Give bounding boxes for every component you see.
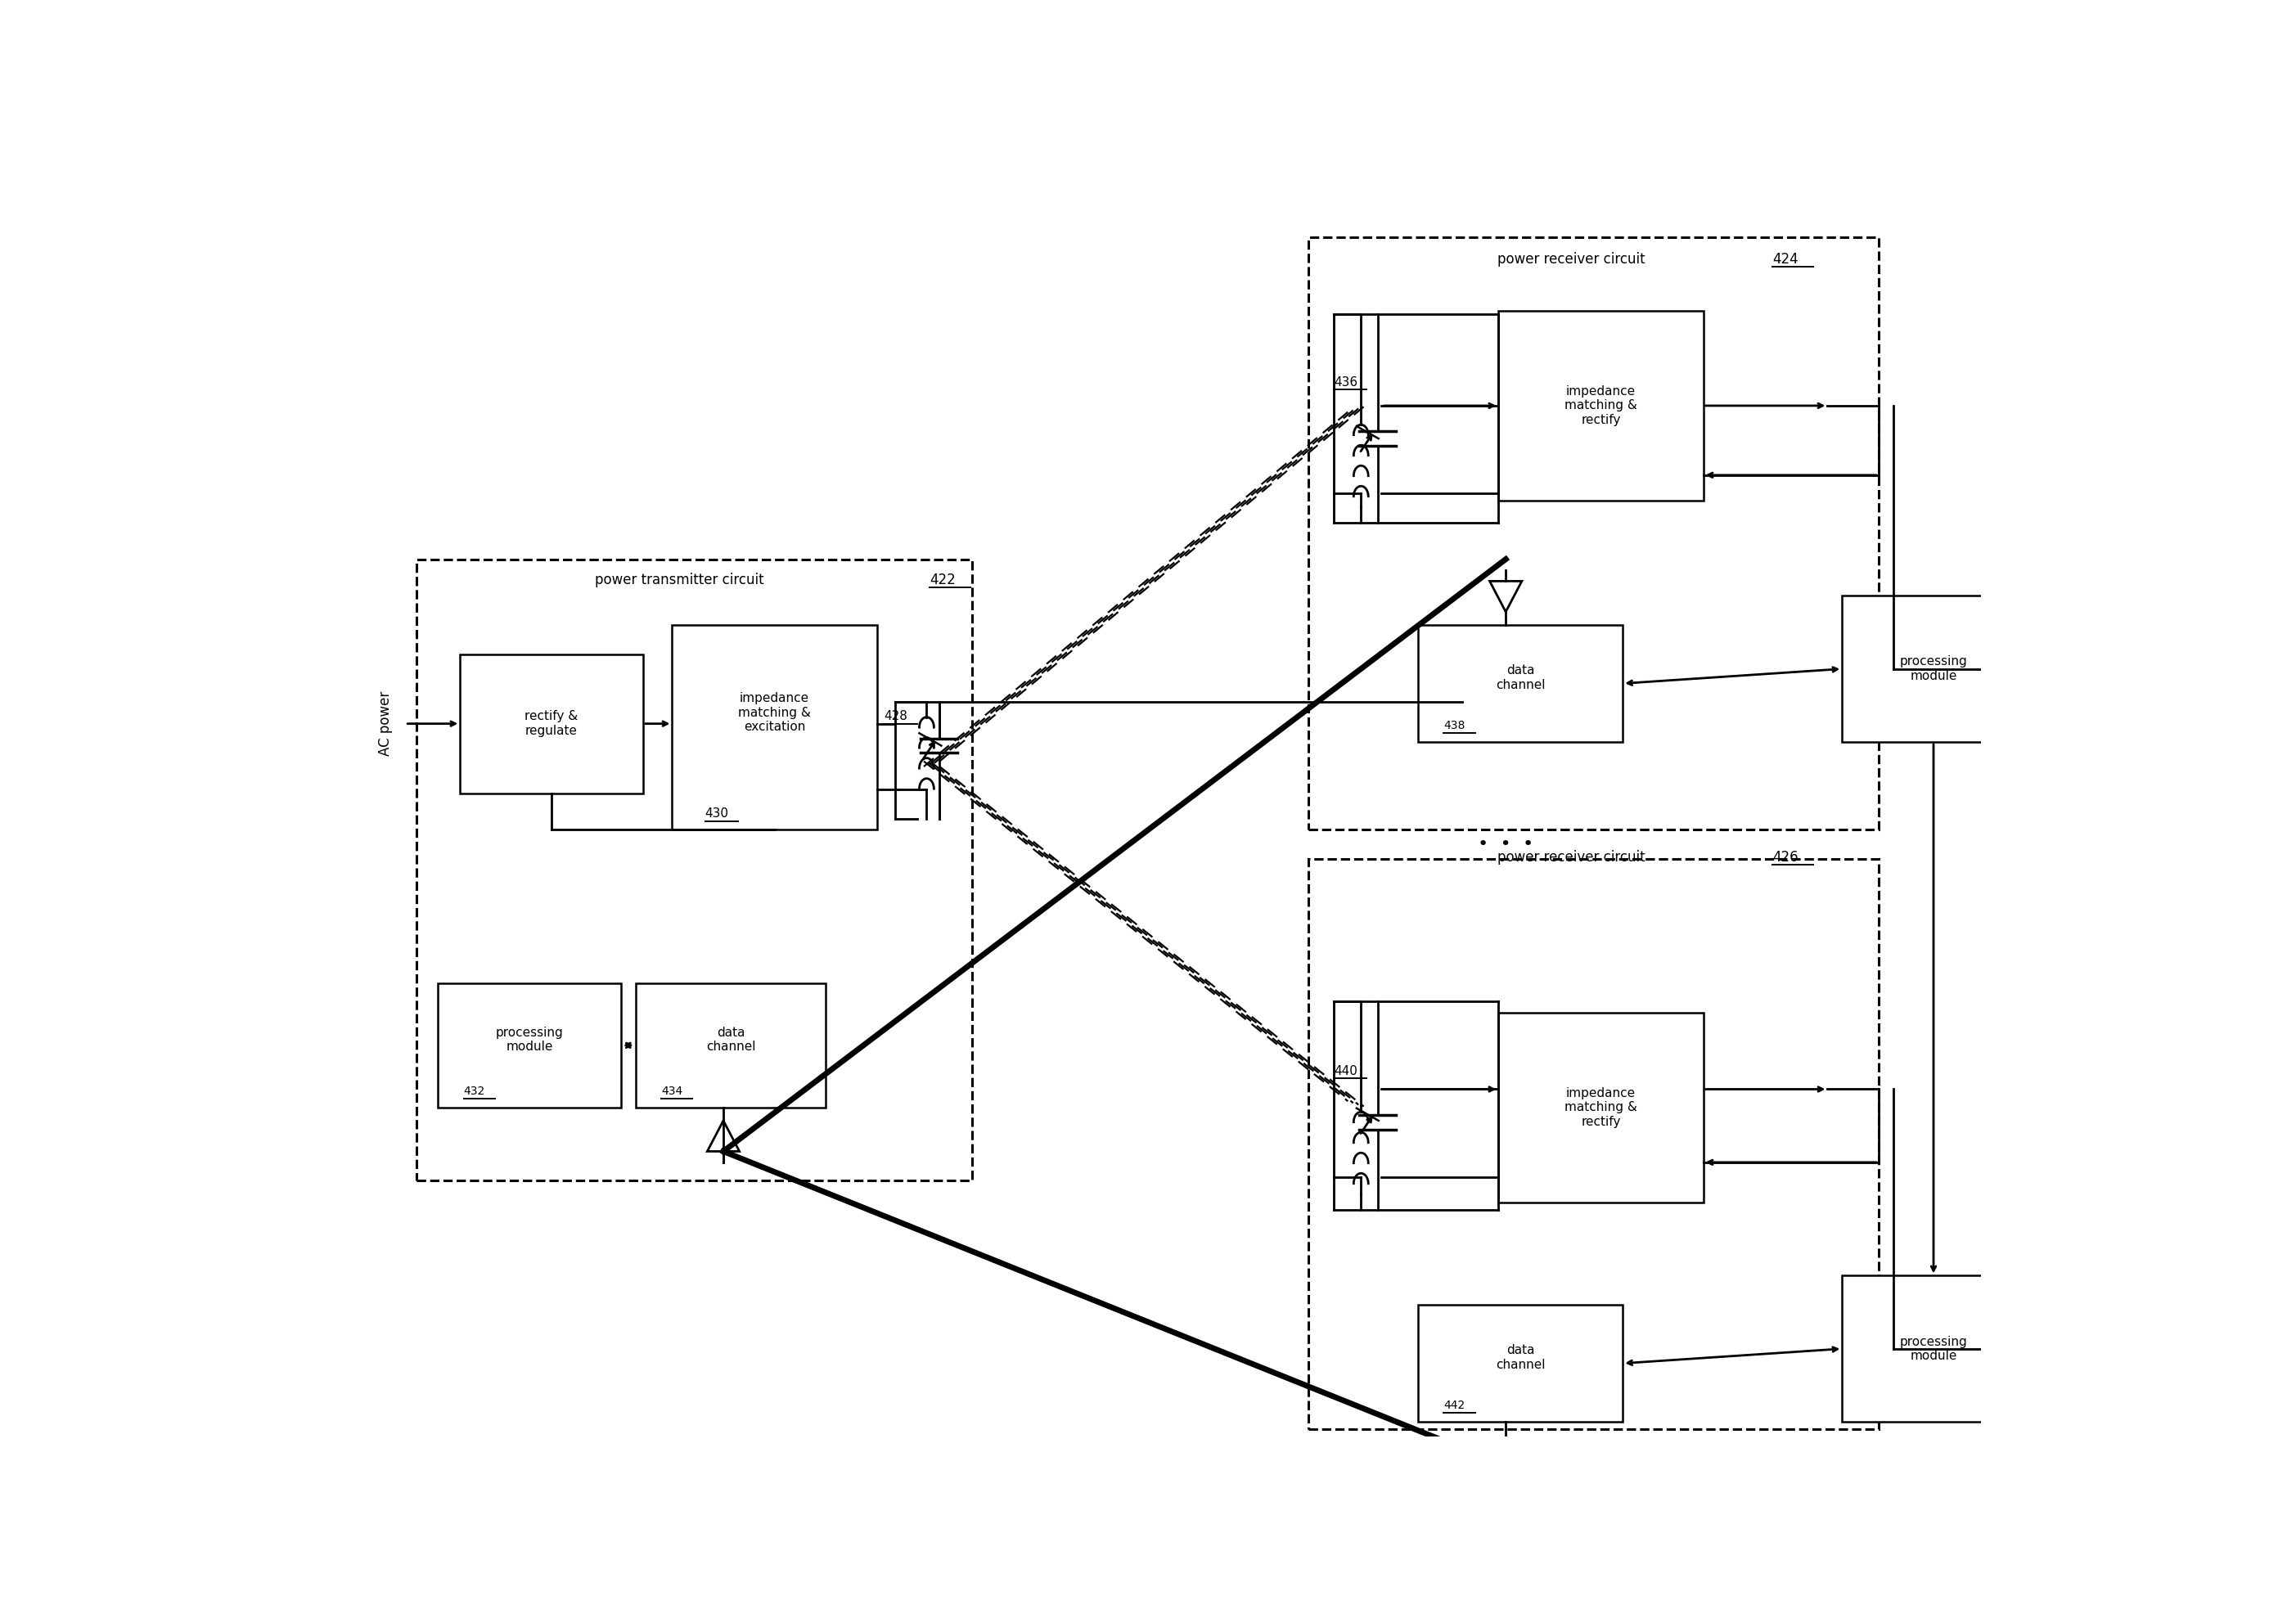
Text: data
channel: data channel: [1495, 665, 1545, 691]
Text: 428: 428: [884, 710, 907, 723]
Text: 422: 422: [930, 573, 955, 587]
Text: 436: 436: [1334, 376, 1357, 389]
Text: 438: 438: [1444, 720, 1465, 731]
Text: impedance
matching &
rectify: impedance matching & rectify: [1564, 1088, 1637, 1128]
Text: processing
module: processing module: [1899, 655, 1968, 683]
Text: AC power: AC power: [379, 691, 393, 755]
Text: 430: 430: [705, 807, 728, 820]
FancyBboxPatch shape: [439, 983, 620, 1107]
Text: rectify &
regulate: rectify & regulate: [526, 710, 579, 738]
FancyBboxPatch shape: [1419, 625, 1623, 742]
Text: processing
module: processing module: [496, 1027, 563, 1052]
Text: 426: 426: [1773, 851, 1798, 865]
Text: 432: 432: [464, 1086, 484, 1098]
Text: 442: 442: [1444, 1399, 1465, 1412]
FancyBboxPatch shape: [1419, 1304, 1623, 1422]
FancyBboxPatch shape: [636, 983, 827, 1107]
Text: impedance
matching &
rectify: impedance matching & rectify: [1564, 386, 1637, 426]
FancyBboxPatch shape: [673, 625, 877, 830]
FancyBboxPatch shape: [1841, 1275, 2025, 1422]
Text: processing
module: processing module: [1899, 1335, 1968, 1362]
FancyBboxPatch shape: [459, 654, 643, 792]
Text: impedance
matching &
excitation: impedance matching & excitation: [737, 692, 810, 733]
FancyBboxPatch shape: [1841, 596, 2025, 742]
Text: data
channel: data channel: [1495, 1344, 1545, 1370]
Text: data
channel: data channel: [705, 1027, 755, 1052]
Text: 434: 434: [661, 1086, 682, 1098]
Text: 424: 424: [1773, 252, 1798, 266]
Text: power receiver circuit: power receiver circuit: [1497, 851, 1646, 865]
FancyBboxPatch shape: [1499, 1012, 1704, 1202]
Text: power receiver circuit: power receiver circuit: [1497, 252, 1646, 266]
Text: power transmitter circuit: power transmitter circuit: [595, 573, 765, 587]
FancyBboxPatch shape: [1499, 310, 1704, 500]
Text: 440: 440: [1334, 1065, 1357, 1077]
Text: •  •  •: • • •: [1479, 836, 1534, 852]
